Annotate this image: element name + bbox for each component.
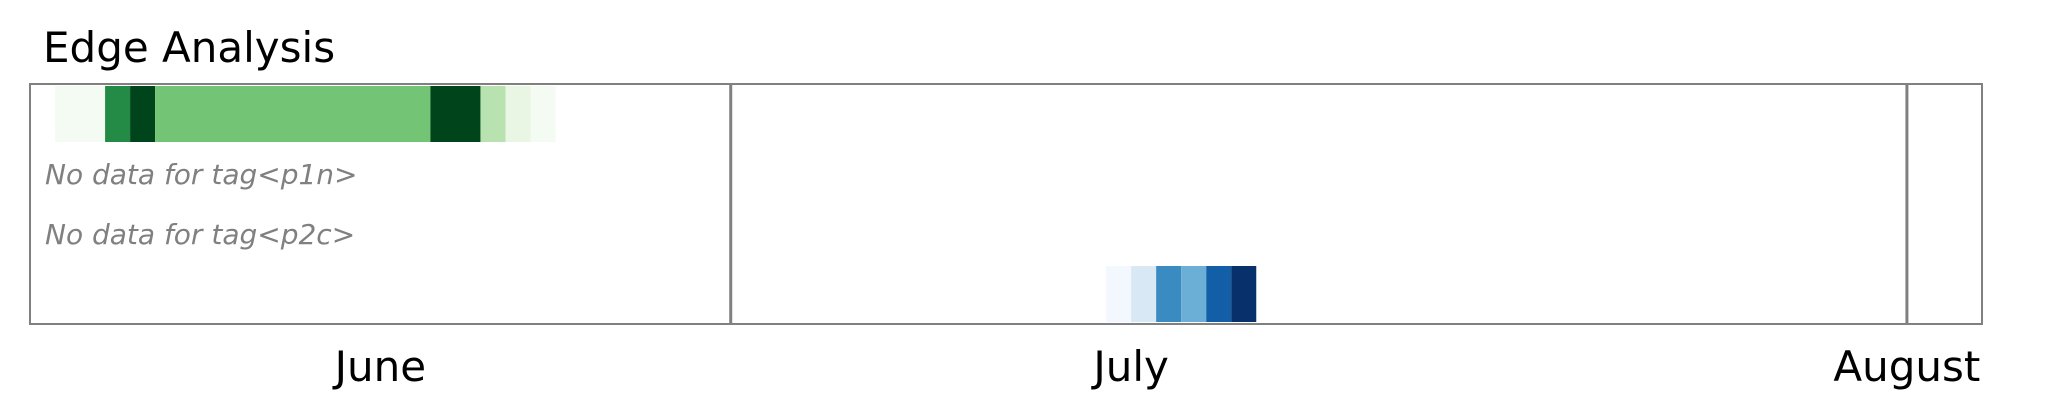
no-data-message-p2c: No data for tag<p2c>: [45, 218, 355, 251]
heatmap-cell-green-0: [55, 86, 106, 142]
x-tick-label-august: August: [1833, 342, 1980, 391]
heatmap-cell-blue-4: [1206, 266, 1232, 322]
heatmap-cell-green-2: [130, 86, 156, 142]
x-tick-label-june: June: [332, 342, 426, 391]
heatmap-cell-blue-3: [1181, 266, 1207, 322]
heatmap-cell-blue-1: [1131, 266, 1157, 322]
heatmap-cell-green-6: [505, 86, 531, 142]
x-axis-tick-labels: June July August: [332, 342, 1981, 391]
heatmap-cell-green-1: [105, 86, 131, 142]
heatmap-cell-blue-0: [1106, 266, 1132, 322]
heatmap-cell-blue-2: [1156, 266, 1182, 322]
heatmap-cell-blue-5: [1231, 266, 1257, 322]
no-data-message-p1n: No data for tag<p1n>: [45, 158, 358, 191]
heatmap-cell-green-4: [430, 86, 481, 142]
plot-frame: [29, 83, 1983, 325]
no-data-messages: No data for tag<p1n> No data for tag<p2c>: [45, 158, 358, 251]
x-tick-label-july: July: [1090, 342, 1169, 391]
heatmap-cells: [55, 86, 1257, 322]
heatmap-cell-green-5: [480, 86, 506, 142]
reference-lines: [729, 84, 1909, 324]
heatmap-cell-green-7: [530, 86, 556, 142]
heatmap-cell-green-3: [155, 86, 431, 142]
chart-title: Edge Analysis: [43, 23, 335, 72]
